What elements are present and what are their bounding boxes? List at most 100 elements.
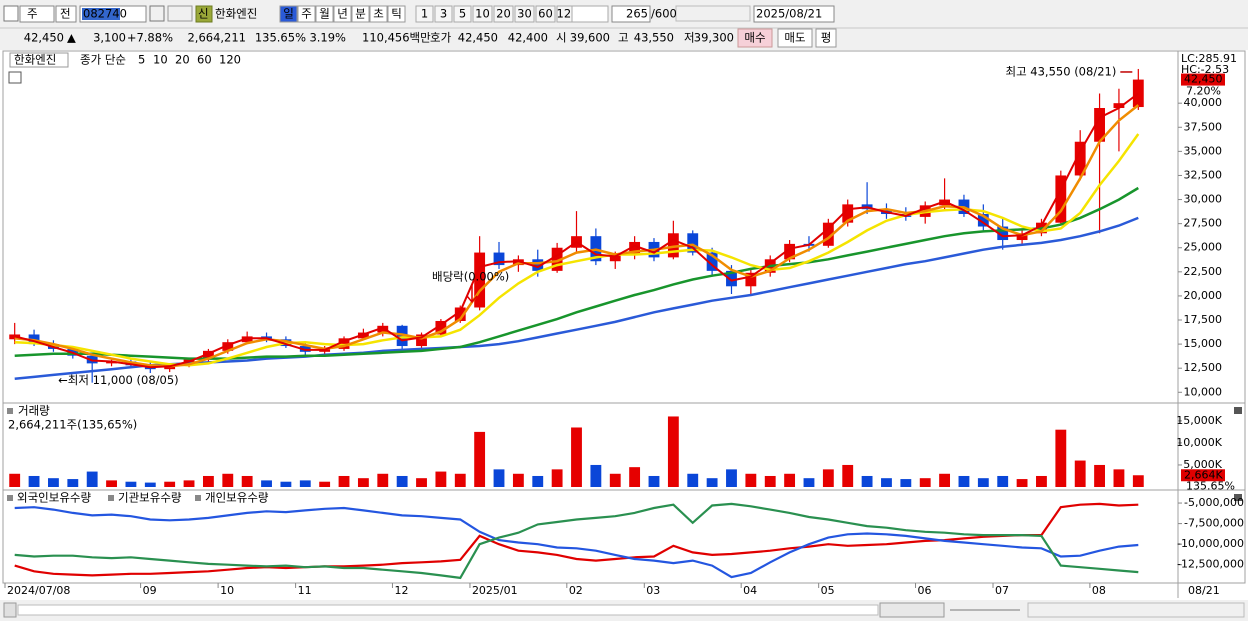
volume-bar: [299, 480, 311, 487]
legend-label: 종가 단순: [80, 53, 126, 67]
legend-entry: 5: [138, 53, 145, 67]
y-tick-label: 22,500: [1184, 265, 1223, 278]
volume-bar: [997, 475, 1009, 487]
interval-button[interactable]: [472, 5, 493, 23]
count-input[interactable]: [611, 5, 651, 23]
volume-bar: [357, 478, 369, 487]
interval-button[interactable]: [434, 5, 453, 23]
candle-body: [222, 342, 234, 351]
tool-icons[interactable]: [1027, 602, 1245, 618]
period-label: 분: [355, 7, 366, 21]
y-tick-label: 20,000: [1184, 289, 1223, 302]
y-tick-label: 15,000K: [1176, 414, 1222, 427]
volume-bar: [861, 475, 873, 487]
legend-entry: 기관보유수량: [118, 491, 182, 505]
interval-button[interactable]: [415, 5, 434, 23]
y-tick-label: 30,000: [1184, 193, 1223, 206]
volume-bar: [881, 478, 892, 487]
date-input[interactable]: [753, 5, 835, 23]
volume-bar: [629, 467, 641, 487]
avg-button[interactable]: [815, 28, 837, 48]
panel-close[interactable]: [1234, 494, 1242, 501]
volume-bar: [551, 469, 563, 487]
quote-bid: 42,400: [508, 31, 548, 45]
period-button[interactable]: [387, 5, 406, 23]
period-label: 년: [337, 7, 348, 21]
legend-entry: 120: [219, 53, 241, 67]
volume-bar: [590, 464, 602, 487]
current-volume-change: 135.65%: [1186, 479, 1235, 492]
quote-arrow: ▲: [67, 31, 76, 45]
volume-bar: [571, 427, 582, 487]
candle-body: [1074, 141, 1086, 176]
scroll-track[interactable]: [17, 604, 879, 616]
candle-body: [532, 259, 544, 271]
volume-bar: [125, 481, 137, 487]
volume-bar: [1036, 475, 1047, 487]
candle-body: [396, 325, 408, 347]
candle-body: [629, 241, 641, 256]
current-volume-label: 2,664K: [1184, 468, 1223, 481]
volume-bar: [1132, 475, 1144, 487]
period-label: 초: [373, 7, 384, 21]
market-select[interactable]: [19, 5, 55, 23]
period-button[interactable]: [297, 5, 316, 23]
playback-buttons[interactable]: [879, 602, 945, 618]
period-button[interactable]: [369, 5, 388, 23]
x-tick-label: 2025/01: [472, 584, 518, 597]
interval-label: 1: [421, 7, 428, 21]
sell-label: 매도: [784, 31, 805, 45]
volume-bar: [48, 478, 59, 487]
sell-button[interactable]: [777, 28, 813, 48]
candle-body: [706, 252, 718, 271]
interval-dropdown[interactable]: [571, 5, 609, 23]
prev-button[interactable]: [55, 5, 77, 23]
volume-bar: [919, 478, 931, 487]
volume-bar: [900, 479, 912, 487]
window-icon[interactable]: [3, 5, 19, 22]
candle-body: [1132, 79, 1144, 108]
interval-button[interactable]: [453, 5, 472, 23]
candle-body: [1094, 108, 1105, 142]
volume-bar: [687, 473, 699, 487]
panel-subtitle: 2,664,211주(135,65%): [8, 418, 137, 432]
panel-close[interactable]: [1234, 407, 1242, 414]
quote-ask: 42,450: [458, 31, 498, 45]
period-button[interactable]: [351, 5, 370, 23]
volume-bar: [319, 481, 331, 487]
buy-button[interactable]: [737, 28, 773, 48]
volume-bar: [842, 464, 854, 487]
y-tick-label: 25,000: [1184, 241, 1223, 254]
dividend-arrow: [466, 284, 478, 304]
interval-button[interactable]: [535, 5, 556, 23]
interval-button[interactable]: [493, 5, 514, 23]
y-tick-label: 32,500: [1184, 168, 1223, 181]
legend-marker: [7, 495, 13, 501]
x-tick-label: 2024/07/08: [7, 584, 70, 597]
period-button[interactable]: [315, 5, 334, 23]
sound-button[interactable]: [167, 5, 193, 22]
line-series: [14, 506, 1139, 579]
volume-bar: [1094, 464, 1105, 487]
line-series: [14, 186, 1139, 360]
legend-marker: [108, 495, 114, 501]
corner-label: LC:285.91: [1181, 52, 1237, 65]
period-button[interactable]: [333, 5, 352, 23]
new-badge: [195, 5, 213, 23]
volume-bar: [222, 473, 234, 487]
candle-body: [493, 252, 505, 266]
period-button[interactable]: [279, 5, 298, 23]
volume-bar: [822, 469, 834, 487]
calendar-icon[interactable]: [8, 71, 22, 84]
interval-label: 20: [496, 7, 511, 21]
count-max: /600: [651, 7, 677, 21]
volume-bar: [86, 471, 98, 487]
x-last-date: 08/21: [1188, 584, 1220, 597]
volume-bar: [164, 481, 176, 487]
scroll-left[interactable]: [3, 602, 17, 618]
tool-icons[interactable]: [675, 5, 751, 22]
search-button[interactable]: [149, 5, 165, 22]
volume-bar: [338, 475, 350, 487]
interval-label: 60: [538, 7, 553, 21]
interval-button[interactable]: [514, 5, 535, 23]
